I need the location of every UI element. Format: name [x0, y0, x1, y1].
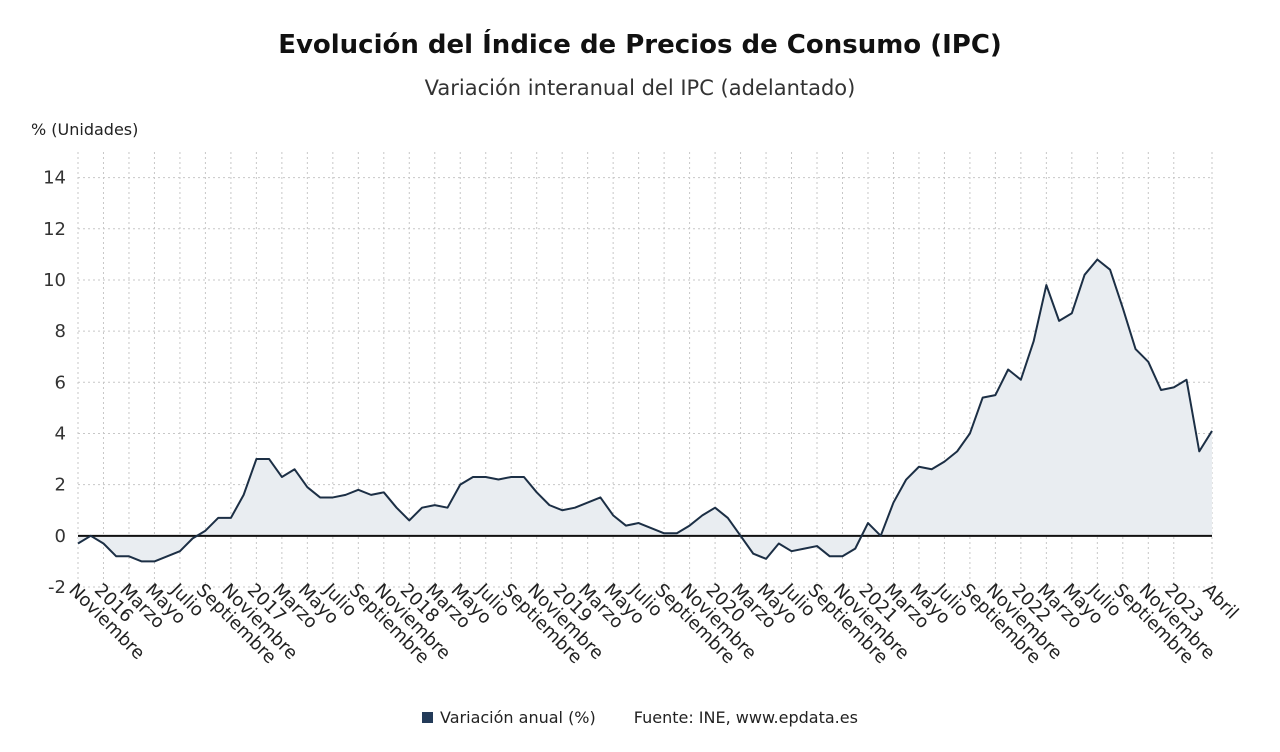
y-tick-label: 0 [55, 526, 66, 547]
y-tick-label: 12 [43, 219, 66, 240]
legend-item: Variación anual (%) [422, 708, 596, 727]
y-tick-label: 10 [43, 270, 66, 291]
legend-swatch [422, 712, 434, 723]
source-note: Fuente: INE, www.epdata.es [633, 708, 858, 727]
y-tick-label: 14 [43, 168, 66, 189]
y-tick-label: -2 [48, 577, 66, 598]
series-area [78, 259, 1212, 562]
chart-plot-area: -202468101214Noviembre2016MarzoMayoJulio… [43, 152, 1242, 668]
x-tick-label: Abril [1198, 580, 1242, 624]
series-line [77, 258, 1213, 563]
y-tick-label: 8 [55, 321, 66, 342]
chart-title: Evolución del Índice de Precios de Consu… [278, 30, 1002, 60]
chart-subtitle: Variación interanual del IPC (adelantado… [424, 76, 856, 100]
legend-label: Variación anual (%) [440, 708, 596, 727]
chart-footer: Variación anual (%) Fuente: INE, www.epd… [0, 708, 1280, 727]
y-tick-label: 4 [55, 423, 66, 444]
y-tick-label: 2 [55, 475, 66, 496]
y-tick-label: 6 [55, 372, 66, 393]
y-axis-unit-label: % (Unidades) [31, 120, 139, 139]
